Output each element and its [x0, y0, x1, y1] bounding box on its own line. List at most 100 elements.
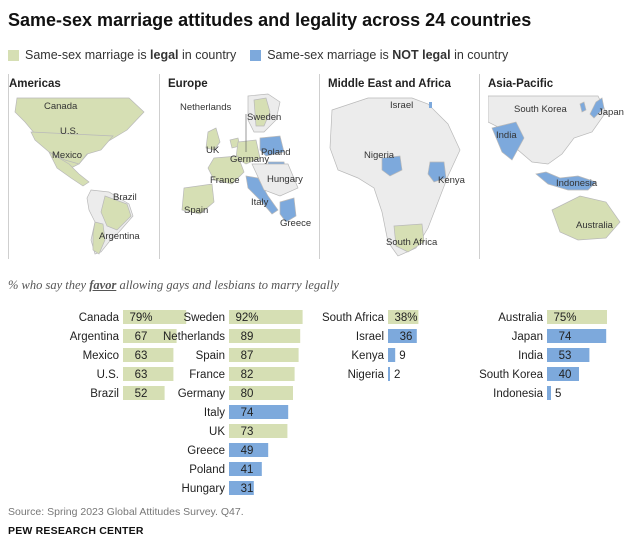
legend-item-legal: Same-sex marriage is legal in country — [8, 48, 236, 62]
bar — [388, 310, 419, 324]
map-americas: Americas Canada U.S. Mexico Brazil Argen… — [8, 74, 154, 259]
bar — [388, 348, 396, 362]
value-label: 74 — [241, 407, 254, 419]
category-label: Greece — [187, 445, 225, 457]
bar — [229, 405, 289, 419]
bar — [547, 329, 607, 343]
value-label: 40 — [559, 369, 572, 381]
category-label: Nigeria — [348, 369, 385, 381]
label-argentina: Argentina — [99, 231, 140, 242]
bar — [229, 386, 293, 400]
bar — [123, 386, 165, 400]
value-label: 53 — [559, 350, 572, 362]
category-label: U.S. — [97, 369, 119, 381]
label-canada: Canada — [44, 101, 78, 112]
category-label: Japan — [512, 331, 543, 343]
bar — [123, 329, 177, 343]
value-label: 2 — [394, 369, 400, 381]
value-label: 63 — [135, 369, 148, 381]
legend-item-not-legal: Same-sex marriage is NOT legal in countr… — [250, 48, 508, 62]
category-label: South Korea — [479, 369, 544, 381]
bar — [229, 462, 262, 476]
label-israel: Israel — [390, 100, 414, 111]
bar — [229, 481, 254, 495]
value-label: 36 — [400, 331, 413, 343]
label-india: India — [496, 130, 517, 141]
category-label: Poland — [189, 464, 225, 476]
label-brazil: Brazil — [113, 192, 137, 203]
map-asia: Asia-Pacific South Korea Japan India Ind… — [479, 74, 640, 259]
legend-swatch-legal — [8, 49, 19, 61]
value-label: 5 — [555, 388, 561, 400]
region-title-europe: Europe — [168, 78, 208, 90]
category-label: France — [189, 369, 225, 381]
legend-swatch-not-legal — [250, 49, 262, 61]
category-label: Germany — [178, 388, 226, 400]
category-label: Kenya — [351, 350, 384, 362]
label-france: France — [210, 175, 240, 186]
bar — [123, 367, 174, 381]
bar — [229, 367, 295, 381]
category-label: South Africa — [322, 312, 385, 324]
category-label: Netherlands — [163, 331, 225, 343]
value-label: 52 — [135, 388, 148, 400]
label-japan: Japan — [598, 107, 624, 118]
label-greece: Greece — [280, 218, 312, 229]
label-south-africa: South Africa — [386, 237, 438, 248]
label-south-korea: South Korea — [514, 104, 567, 115]
category-label: Hungary — [182, 483, 226, 495]
region-title-mea: Middle East and Africa — [328, 78, 451, 90]
americas-map-graphic — [14, 97, 145, 255]
value-label: 89 — [241, 331, 254, 343]
legend: Same-sex marriage is legal in country Sa… — [8, 48, 508, 62]
legend-label-legal: Same-sex marriage is legal in country — [25, 48, 237, 62]
value-label: 79% — [129, 312, 152, 324]
category-label: Australia — [498, 312, 543, 324]
value-label: 73 — [241, 426, 254, 438]
category-label: Spain — [196, 350, 225, 362]
category-label: Mexico — [83, 350, 119, 362]
label-poland: Poland — [261, 147, 291, 158]
bar — [547, 348, 590, 362]
label-sweden: Sweden — [247, 112, 282, 123]
label-germany: Germany — [230, 154, 270, 165]
category-label: Italy — [204, 407, 225, 419]
europe-map-graphic — [168, 92, 322, 259]
bar — [123, 348, 174, 362]
label-us: U.S. — [60, 126, 79, 137]
bar — [547, 386, 551, 400]
value-label: 87 — [241, 350, 254, 362]
category-label: Brazil — [90, 388, 119, 400]
chart-subtitle: % who say they favor allowing gays and l… — [8, 278, 339, 292]
bar — [229, 348, 299, 362]
map-mea: Middle East and Africa Israel Nigeria Ke… — [319, 74, 482, 259]
label-indonesia: Indonesia — [556, 178, 598, 189]
category-label: Indonesia — [493, 388, 543, 400]
bar — [388, 329, 417, 343]
value-label: 41 — [241, 464, 254, 476]
category-label: India — [518, 350, 544, 362]
value-label: 9 — [399, 350, 405, 362]
bar — [229, 424, 288, 438]
label-nigeria: Nigeria — [364, 150, 395, 161]
category-label: Canada — [79, 312, 120, 324]
label-uk: UK — [206, 145, 220, 156]
value-label: 75% — [553, 312, 576, 324]
label-kenya: Kenya — [438, 175, 465, 186]
label-hungary: Hungary — [267, 174, 303, 185]
source-note: Source: Spring 2023 Global Attitudes Sur… — [8, 506, 244, 518]
value-label: 74 — [559, 331, 572, 343]
mea-map-graphic — [329, 97, 461, 257]
category-label: Argentina — [70, 331, 120, 343]
bar — [547, 310, 607, 324]
map-europe: Europe Netherlands Sweden UK Poland Germ… — [159, 74, 322, 259]
label-spain: Spain — [184, 205, 209, 216]
bar — [388, 367, 390, 381]
value-label: 67 — [135, 331, 148, 343]
bar — [123, 310, 187, 324]
bar — [229, 329, 301, 343]
region-title-asia: Asia-Pacific — [488, 78, 554, 90]
category-label: UK — [209, 426, 225, 438]
value-label: 92% — [235, 312, 258, 324]
